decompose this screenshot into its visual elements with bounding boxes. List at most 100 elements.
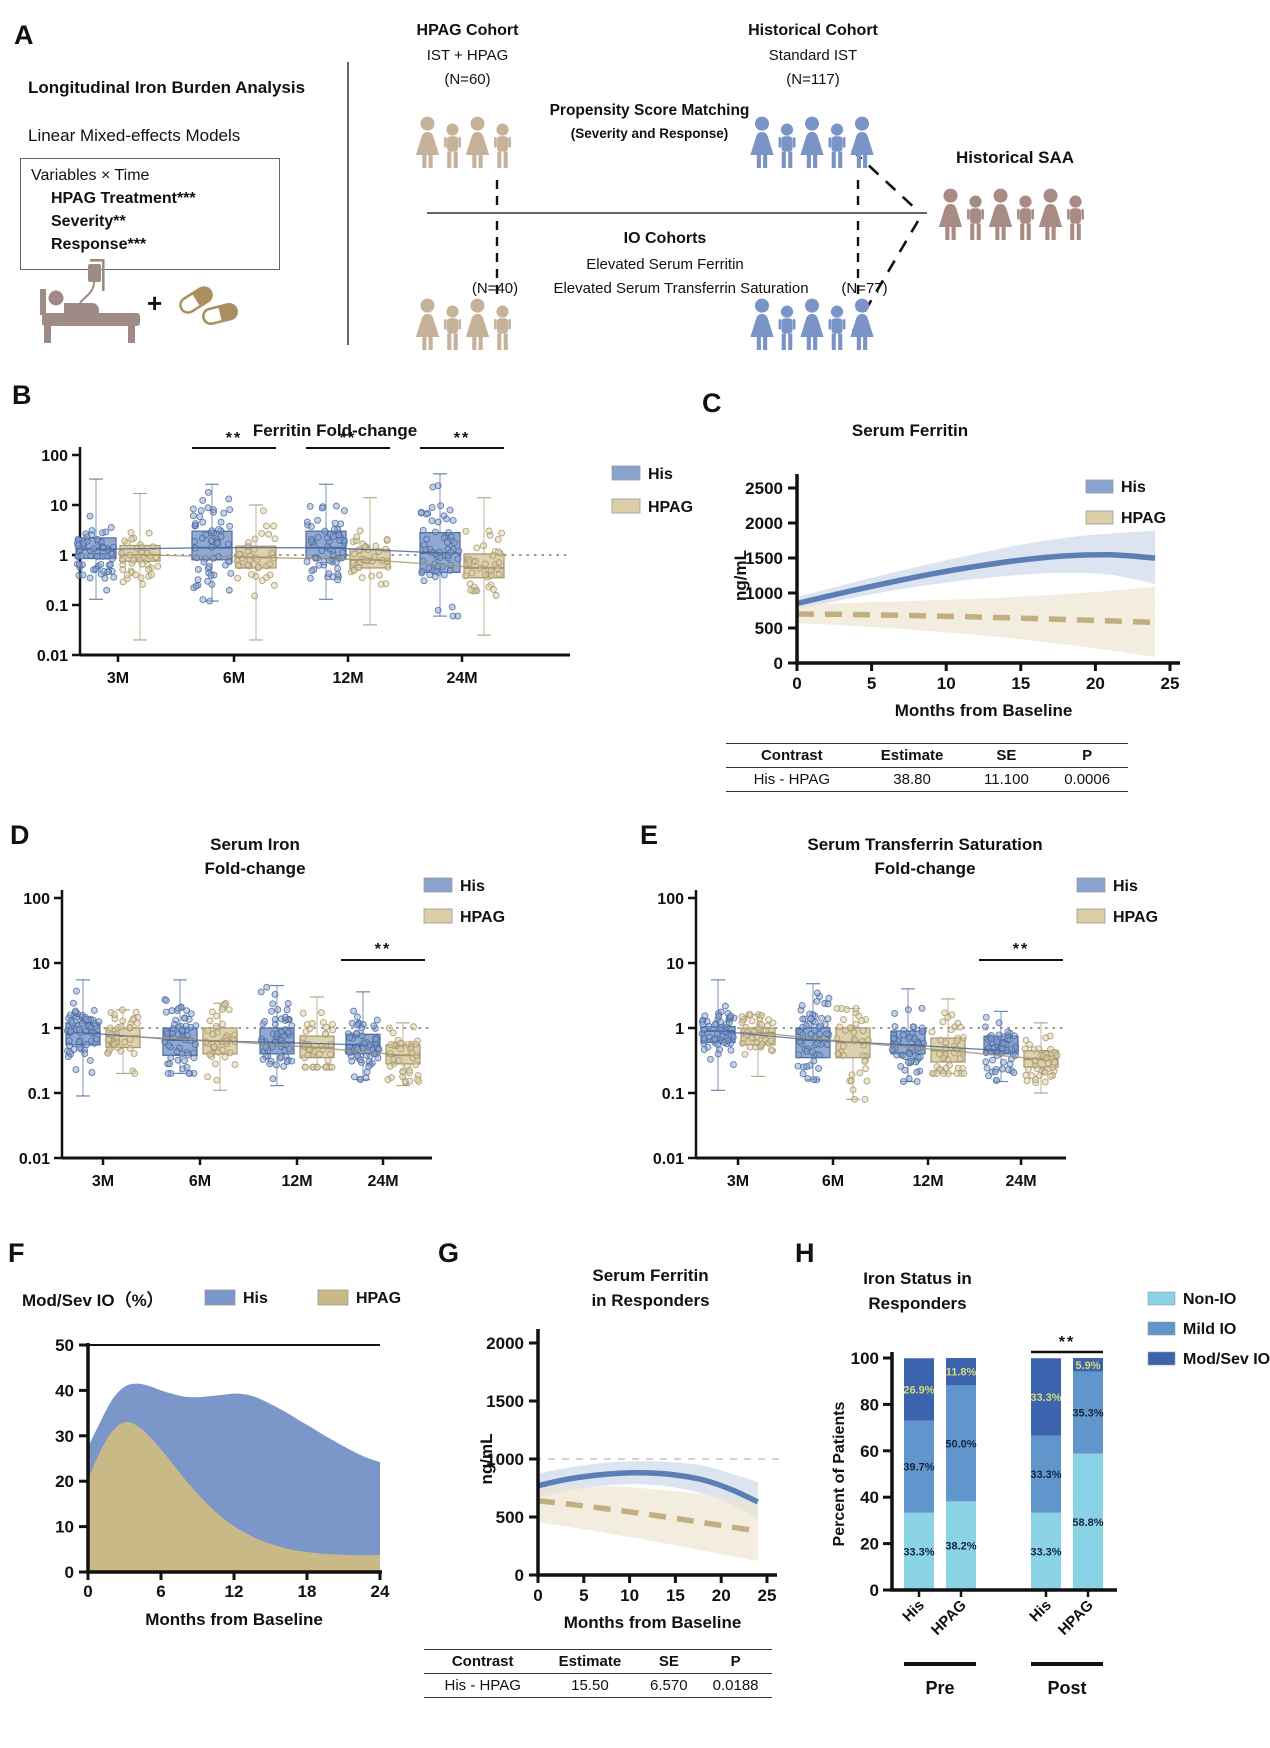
svg-text:24M: 24M xyxy=(1005,1173,1036,1190)
svg-text:1: 1 xyxy=(675,1021,684,1038)
svg-text:10: 10 xyxy=(666,956,684,973)
chart-h-title: Iron Status in Responders xyxy=(795,1266,1040,1316)
svg-text:0.01: 0.01 xyxy=(37,648,68,665)
svg-text:10: 10 xyxy=(32,956,50,973)
g-table-h-estimate: Estimate xyxy=(541,1649,639,1674)
table-row: His - HPAG 15.50 6.570 0.0188 xyxy=(424,1673,772,1698)
svg-text:80: 80 xyxy=(860,1395,879,1414)
svg-text:5: 5 xyxy=(579,1586,588,1605)
g-table-se: 6.570 xyxy=(638,1673,700,1698)
table-row: His - HPAG 38.80 11.100 0.0006 xyxy=(726,767,1128,792)
svg-text:12: 12 xyxy=(225,1582,244,1601)
svg-text:0.1: 0.1 xyxy=(662,1086,684,1103)
chart-g-title: Serum Ferritin in Responders xyxy=(478,1263,823,1313)
svg-text:30: 30 xyxy=(55,1427,74,1446)
g-table-contrast: His - HPAG xyxy=(424,1673,542,1698)
chart-h-title-line1: Iron Status in xyxy=(863,1269,972,1288)
svg-text:HPAG: HPAG xyxy=(1113,909,1158,926)
svg-text:3M: 3M xyxy=(107,670,129,687)
svg-text:11.8%: 11.8% xyxy=(946,1367,977,1379)
svg-text:10: 10 xyxy=(937,674,956,693)
svg-text:0: 0 xyxy=(533,1586,542,1605)
chart-h-title-line2: Responders xyxy=(868,1294,967,1313)
panel-f-label: F xyxy=(8,1238,25,1268)
svg-text:His: His xyxy=(460,878,485,895)
c-table-contrast: His - HPAG xyxy=(726,767,858,792)
g-table-p: 0.0188 xyxy=(699,1673,772,1698)
panel-c-contrast-table: Contrast Estimate SE P His - HPAG 38.80 … xyxy=(726,743,1128,792)
c-table-h-se: SE xyxy=(966,743,1047,768)
svg-text:His: His xyxy=(1026,1597,1055,1626)
svg-text:100: 100 xyxy=(851,1349,879,1368)
c-table-se: 11.100 xyxy=(966,767,1047,792)
c-table-estimate: 38.80 xyxy=(857,767,967,792)
hpag-cohort-line2: IST + HPAG xyxy=(426,47,509,64)
svg-text:20: 20 xyxy=(1086,674,1105,693)
chart-g-title-line1: Serum Ferritin xyxy=(592,1266,709,1285)
svg-text:3M: 3M xyxy=(727,1173,749,1190)
svg-text:24M: 24M xyxy=(367,1173,398,1190)
svg-text:**: ** xyxy=(1013,941,1029,958)
svg-text:Months from Baseline: Months from Baseline xyxy=(895,701,1073,720)
serum-ferritin-linechart: 0 500 1000 1500 2000 2500 0 5 10 15 20 25 Months fro… xyxy=(731,474,1180,720)
svg-text:5.9%: 5.9% xyxy=(1075,1360,1100,1372)
panel-a-label: A xyxy=(14,20,34,50)
svg-text:40: 40 xyxy=(860,1488,879,1507)
svg-text:2000: 2000 xyxy=(486,1334,524,1353)
panel-b-label: B xyxy=(12,380,32,410)
tsat-boxplot: 100 10 1 0.1 0.01 3M 6M 12M 24M ** His HPAG xyxy=(653,877,1158,1190)
svg-text:20: 20 xyxy=(712,1586,731,1605)
svg-text:**: ** xyxy=(454,430,470,447)
svg-text:3M: 3M xyxy=(92,1173,114,1190)
svg-text:500: 500 xyxy=(496,1508,524,1527)
io-tsat-line: Elevated Serum Transferrin Saturation xyxy=(553,280,809,297)
chart-b-title: Ferritin Fold-change xyxy=(252,421,418,440)
svg-text:**: ** xyxy=(340,430,356,447)
svg-text:18: 18 xyxy=(298,1582,317,1601)
svg-text:His: His xyxy=(243,1290,268,1307)
svg-text:10: 10 xyxy=(50,498,68,515)
svg-text:Pre: Pre xyxy=(925,1678,954,1698)
svg-text:33.3%: 33.3% xyxy=(903,1546,934,1558)
svg-text:Percent of Patients: Percent of Patients xyxy=(831,1401,848,1546)
svg-text:0: 0 xyxy=(870,1581,879,1600)
io-n77: (N=77) xyxy=(841,280,888,297)
svg-text:1500: 1500 xyxy=(745,549,783,568)
svg-text:2000: 2000 xyxy=(745,514,783,533)
c-table-h-contrast: Contrast xyxy=(726,743,858,768)
g-table-h-p: P xyxy=(699,1649,772,1674)
svg-text:24M: 24M xyxy=(446,670,477,687)
svg-text:ng/mL: ng/mL xyxy=(731,550,750,601)
svg-text:100: 100 xyxy=(41,448,68,465)
hist-cohort-n: (N=117) xyxy=(786,71,840,88)
svg-text:10: 10 xyxy=(55,1518,74,1537)
io-ferritin-line: Elevated Serum Ferritin xyxy=(586,256,744,273)
chart-e-title: Serum Transferrin Saturation Fold-change xyxy=(690,833,1160,881)
g-table-h-se: SE xyxy=(638,1649,700,1674)
svg-text:6: 6 xyxy=(156,1582,165,1601)
svg-text:100: 100 xyxy=(23,891,50,908)
chart-c-title: Serum Ferritin xyxy=(851,421,969,440)
svg-text:Months from Baseline: Months from Baseline xyxy=(564,1613,742,1632)
hist-cohort-title: Historical Cohort xyxy=(748,22,878,39)
g-table-estimate: 15.50 xyxy=(541,1673,639,1698)
historical-saa-title: Historical SAA xyxy=(955,148,1075,167)
svg-text:1500: 1500 xyxy=(486,1392,524,1411)
modsev-io-areachart: 0 10 20 30 40 50 0 6 12 18 24 Months from Baseline M… xyxy=(22,1289,401,1629)
analysis-subtitle: Linear Mixed-effects Models xyxy=(28,126,241,145)
svg-text:38.2%: 38.2% xyxy=(945,1541,976,1553)
svg-text:1: 1 xyxy=(41,1021,50,1038)
chart-d-title-line2: Fold-change xyxy=(204,859,306,878)
svg-text:HPAG: HPAG xyxy=(1121,510,1166,527)
psm-title: Propensity Score Matching xyxy=(549,102,750,119)
svg-text:Mild IO: Mild IO xyxy=(1183,1321,1236,1338)
iron-status-stackedbar: 33.3% 39.7% 26.9% His 38.2% 50.0% 11.8% HPAG 33.… xyxy=(831,1291,1270,1698)
svg-text:33.3%: 33.3% xyxy=(1030,1546,1061,1558)
svg-text:10: 10 xyxy=(620,1586,639,1605)
svg-text:50.0%: 50.0% xyxy=(945,1438,976,1450)
svg-text:HPAG: HPAG xyxy=(356,1290,401,1307)
svg-text:HPAG: HPAG xyxy=(928,1597,970,1639)
svg-text:Mod/Sev IO: Mod/Sev IO xyxy=(1183,1351,1270,1368)
svg-text:50: 50 xyxy=(55,1336,74,1355)
